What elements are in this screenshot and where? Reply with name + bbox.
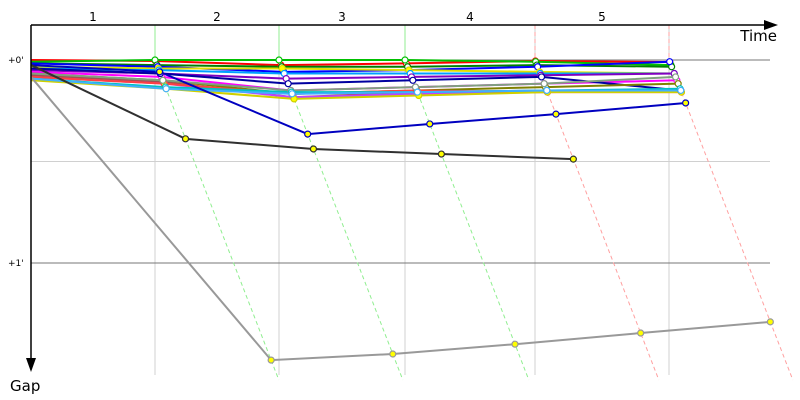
series-line <box>30 72 676 92</box>
data-point <box>389 350 397 358</box>
data-point <box>671 73 680 81</box>
lap-marker-slant <box>668 59 794 381</box>
lap-marker-slant <box>278 59 404 381</box>
tick-labels: +0' +1' 1 2 3 4 5 <box>8 10 606 269</box>
series-line <box>30 77 681 95</box>
data-point <box>309 145 318 153</box>
data-point <box>304 130 312 138</box>
data-point <box>543 86 551 95</box>
data-point <box>409 76 417 84</box>
data-point <box>162 85 170 93</box>
lap-marker-slant <box>154 59 280 381</box>
data-point <box>288 90 296 98</box>
series-line <box>30 64 686 136</box>
lap-label: 4 <box>466 10 474 24</box>
y-axis-label: Gap <box>10 377 40 395</box>
lap-marker-slant <box>404 59 530 381</box>
data-point <box>181 135 190 143</box>
data-point <box>682 99 690 107</box>
data-point <box>155 68 164 76</box>
data-point <box>511 340 519 348</box>
data-point <box>267 356 275 364</box>
data-point <box>677 86 685 95</box>
data-point <box>284 80 292 88</box>
lap-label: 1 <box>89 10 97 24</box>
series-line <box>30 65 675 75</box>
lap-label: 5 <box>598 10 606 24</box>
x-axis-label: Time <box>739 27 777 45</box>
series-line <box>30 59 671 67</box>
data-point <box>569 155 577 163</box>
axes: Time Gap <box>10 20 778 395</box>
series-layer <box>30 56 774 364</box>
y-tick-label: +1' <box>8 259 24 269</box>
data-point <box>537 73 546 81</box>
data-point <box>666 58 674 66</box>
data-point <box>159 76 167 84</box>
y-tick-label: +0' <box>8 56 24 66</box>
data-point <box>413 88 422 96</box>
gap-axis-arrow-icon <box>26 358 36 372</box>
data-point <box>401 56 409 64</box>
series-line <box>30 60 670 73</box>
series-line <box>30 67 681 92</box>
data-point <box>637 329 645 337</box>
lap-label: 2 <box>213 10 221 24</box>
data-point <box>426 120 434 128</box>
series-line <box>30 76 771 362</box>
lap-label: 3 <box>338 10 346 24</box>
data-point <box>275 56 283 64</box>
time-axis-arrow-icon <box>764 20 778 30</box>
data-point <box>540 80 548 88</box>
data-point <box>437 150 445 158</box>
data-point <box>552 110 560 118</box>
data-point <box>766 318 774 326</box>
